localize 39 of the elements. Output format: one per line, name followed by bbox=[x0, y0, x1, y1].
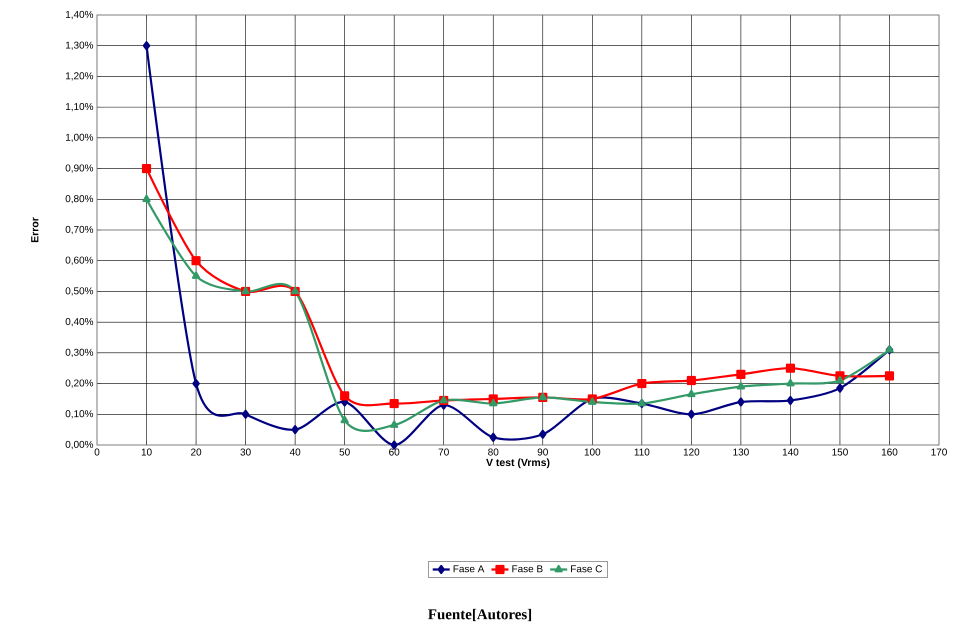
x-tick-label: 80 bbox=[488, 448, 498, 456]
x-tick-label: 50 bbox=[340, 448, 350, 456]
y-tick-label: 1,00% bbox=[66, 134, 94, 142]
x-tick-label: 170 bbox=[931, 448, 947, 456]
x-tick-label: 30 bbox=[240, 448, 251, 456]
x-tick-label: 150 bbox=[832, 448, 848, 456]
x-tick-label: 0 bbox=[94, 448, 100, 456]
x-tick-label: 10 bbox=[142, 448, 152, 456]
y-tick-label: 0,20% bbox=[66, 379, 94, 388]
legend-label: Fase A bbox=[454, 565, 484, 572]
text: Fuente[Autores] bbox=[428, 608, 532, 622]
legend-label: Fase B bbox=[512, 565, 543, 572]
y-tick-label: 0,40% bbox=[66, 318, 94, 326]
y-tick-label: 0,30% bbox=[66, 348, 94, 357]
x-tick-label: 160 bbox=[882, 448, 898, 456]
y-tick-label: 0,10% bbox=[66, 410, 94, 418]
y-axis-title: Error bbox=[31, 217, 38, 242]
x-axis-title: V test (Vrms) bbox=[486, 458, 550, 468]
x-tick-label: 60 bbox=[389, 448, 400, 456]
y-tick-label: 0,00% bbox=[66, 440, 94, 450]
x-tick-label: 120 bbox=[684, 448, 700, 456]
y-tick-label: 0,50% bbox=[66, 287, 94, 296]
y-tick-label: 0,70% bbox=[66, 226, 94, 234]
y-tick-label: 1,40% bbox=[66, 10, 94, 20]
x-tick-label: 130 bbox=[733, 448, 749, 456]
x-tick-label: 40 bbox=[290, 448, 300, 456]
y-tick-label: 1,10% bbox=[66, 103, 94, 112]
x-tick-label: 70 bbox=[438, 448, 449, 456]
x-tick-label: 140 bbox=[782, 448, 798, 456]
x-tick-label: 110 bbox=[634, 448, 650, 456]
x-tick-label: 20 bbox=[191, 448, 202, 456]
x-tick-label: 100 bbox=[584, 448, 600, 456]
y-tick-label: 1,20% bbox=[66, 72, 94, 81]
y-tick-label: 0,90% bbox=[66, 164, 94, 173]
y-tick-label: 1,30% bbox=[66, 42, 94, 50]
y-tick-label: 0,60% bbox=[66, 256, 94, 265]
x-tick-label: 90 bbox=[538, 448, 548, 456]
y-tick-label: 0,80% bbox=[66, 195, 94, 204]
legend-label: Fase C bbox=[571, 565, 602, 572]
